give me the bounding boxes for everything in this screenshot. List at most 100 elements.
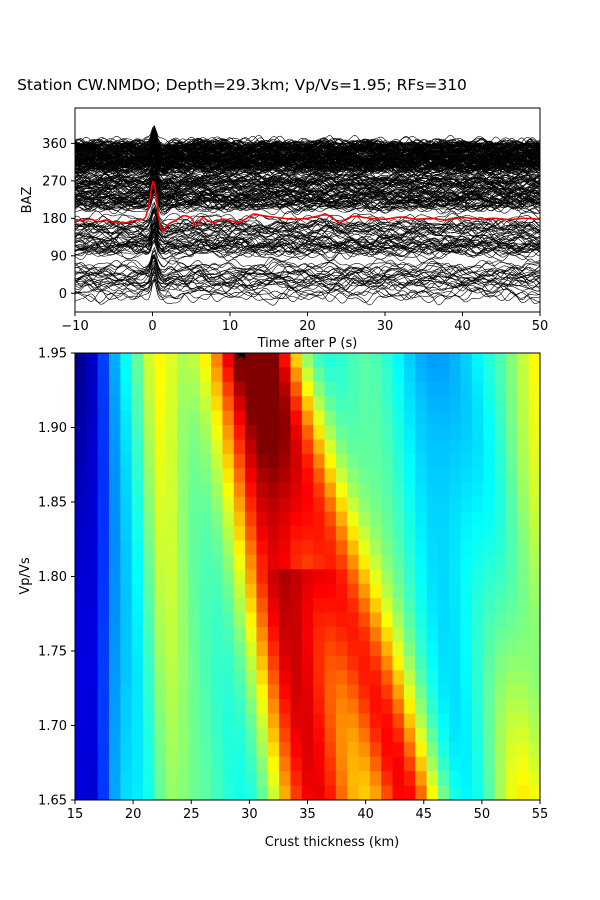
heatmap-cell [165,381,178,397]
heatmap-cell [483,655,496,671]
rf-trace [75,255,540,285]
heatmap-cell [335,641,348,657]
heatmap-cell [97,641,110,657]
heatmap-cell [233,410,246,426]
heatmap-cell [449,612,462,628]
heatmap-cell [358,554,371,570]
rf-trace [75,189,540,214]
heatmap-cell [449,425,462,441]
heatmap-cell [279,540,292,556]
heatmap-cell [335,468,348,484]
heatmap-cell [449,655,462,671]
heatmap-cell [143,396,155,412]
heatmap-cell [222,598,235,614]
heatmap-cell [97,425,110,441]
heatmap-cell [177,353,190,369]
heatmap-cell [324,453,337,469]
heatmap-cell [86,425,99,441]
heatmap-cell [494,771,507,787]
heatmap-cell [177,381,190,397]
heatmap-cell [324,353,337,369]
heatmap-cell [256,526,269,542]
heatmap-cell [471,554,484,570]
heatmap-cell [517,684,530,700]
heatmap-cell [426,655,439,671]
heatmap-cell [75,785,87,800]
heatmap-cell [279,727,292,743]
heatmap-cell [335,396,348,412]
heatmap-cell [460,612,473,628]
heatmap-cell [290,381,303,397]
heatmap-cell [347,526,360,542]
heatmap-cell [143,554,155,570]
heatmap-cell [245,453,258,469]
heatmap-cell [109,713,121,729]
heatmap-cell [279,626,292,642]
heatmap-cell [347,670,360,686]
heatmap-cell [290,497,303,513]
heatmap-cell [154,655,167,671]
heatmap-cell [188,684,201,700]
heatmap-cell [324,699,337,715]
heatmap-cell [335,756,348,772]
heatmap-cell [75,598,87,614]
heatmap-cell [369,396,382,412]
heatmap-cell [245,468,258,484]
heatmap-cell [426,468,439,484]
heatmap-cell [517,670,530,686]
bottom-y-tick-label: 1.85 [38,496,67,511]
heatmap-cell [324,713,337,729]
heatmap-cell [335,453,348,469]
heatmap-cell [143,684,155,700]
heatmap-cell [426,641,439,657]
heatmap-cell [471,713,484,729]
heatmap-cell [381,396,394,412]
rf-trace [75,172,540,194]
rf-trace [75,254,540,282]
top-x-tick-label: −10 [61,319,88,334]
heatmap-cell [75,655,87,671]
heatmap-cell [199,497,212,513]
heatmap-cell [267,381,280,397]
heatmap-cell [188,526,201,542]
heatmap-cell [301,569,314,585]
heatmap-cell [517,410,530,426]
heatmap-cell [301,526,314,542]
heatmap-cell [199,381,212,397]
heatmap-cell [97,626,110,642]
heatmap-cell [86,713,99,729]
heatmap-cell [222,468,235,484]
heatmap-cell [347,785,360,800]
heatmap-cell [233,511,246,527]
heatmap-cell [97,482,110,498]
heatmap-cell [403,396,416,412]
heatmap-cell [313,425,326,441]
heatmap-cell [165,785,178,800]
heatmap-cell [437,367,450,383]
heatmap-cell [494,670,507,686]
heatmap-cell [426,771,439,787]
heatmap-cell [494,684,507,700]
heatmap-cell [369,771,382,787]
heatmap-cell [528,453,540,469]
heatmap-cell [358,410,371,426]
heatmap-cell [245,554,258,570]
heatmap-cell [143,583,155,599]
heatmap-cell [86,699,99,715]
heatmap-cell [505,569,518,585]
heatmap-cell [381,598,394,614]
heatmap-cell [415,410,428,426]
heatmap-cell [483,439,496,455]
heatmap-cell [211,641,224,657]
heatmap-cell [528,771,540,787]
heatmap-cell [324,641,337,657]
heatmap-cell [120,482,133,498]
heatmap-cell [120,598,133,614]
heatmap-cell [97,569,110,585]
heatmap-cell [460,771,473,787]
heatmap-cell [460,727,473,743]
rf-trace [75,146,540,169]
heatmap-cell [131,425,144,441]
heatmap-cell [109,569,121,585]
heatmap-cell [437,684,450,700]
